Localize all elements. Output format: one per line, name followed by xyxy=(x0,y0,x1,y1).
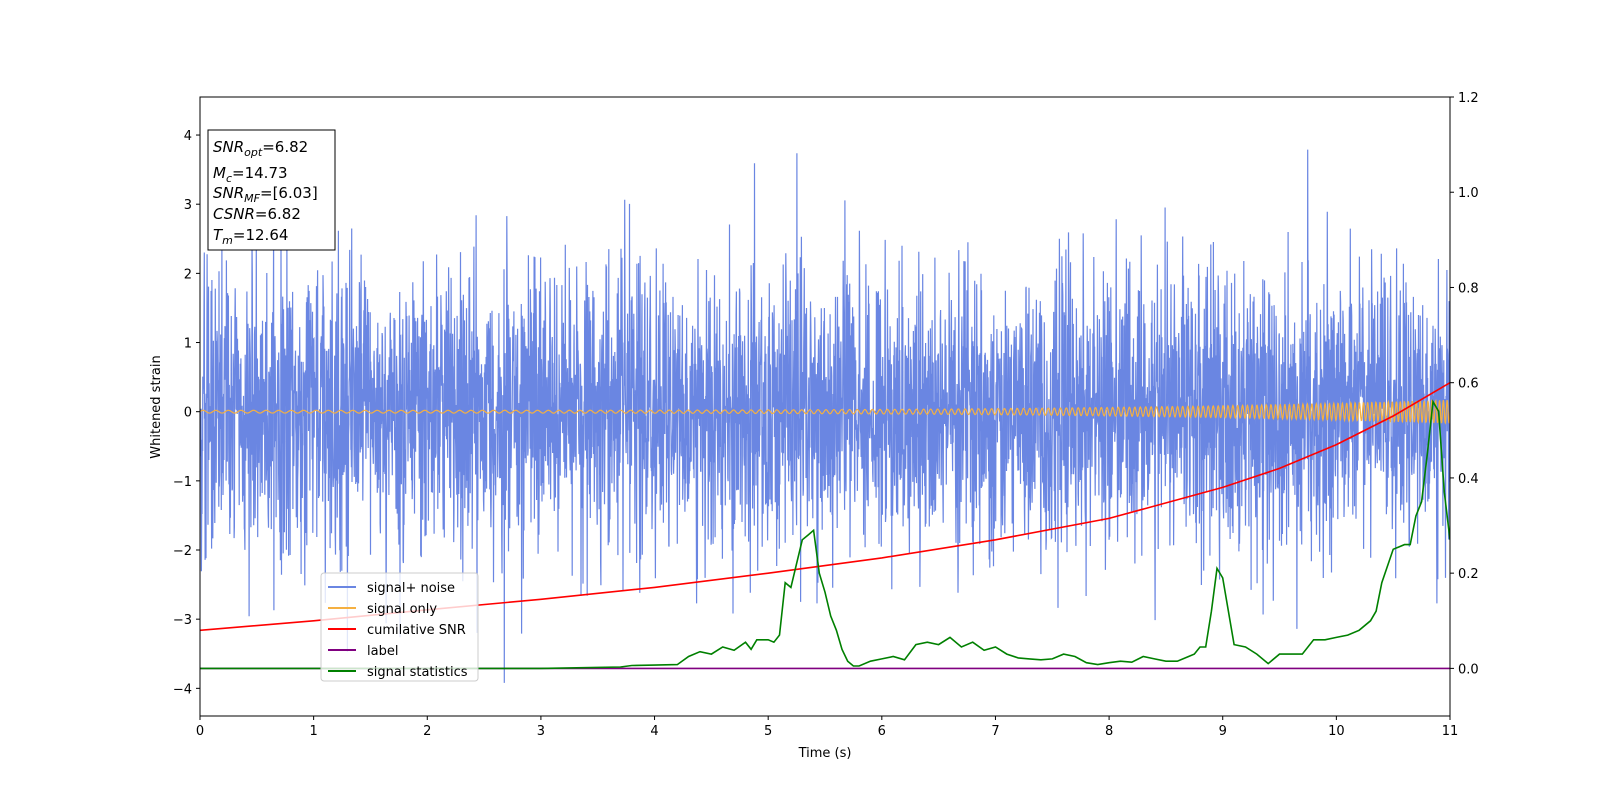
x-tick-label: 4 xyxy=(650,724,658,739)
annotation-snr-mf: SNRMF=[6.03] xyxy=(213,184,318,205)
y-tick-label-right: 0.4 xyxy=(1458,472,1479,487)
x-tick-label: 1 xyxy=(309,724,317,739)
y-tick-label-left: −3 xyxy=(173,613,192,628)
y-tick-label-right: 1.0 xyxy=(1458,186,1479,201)
x-axis: 0 1 2 3 4 5 6 7 8 9 10 11 xyxy=(196,716,1458,739)
x-axis-label: Time (s) xyxy=(798,746,852,761)
y-tick-label-right: 0.6 xyxy=(1458,377,1479,392)
plot-frame xyxy=(199,96,1451,717)
x-tick-label: 8 xyxy=(1105,724,1113,739)
y-tick-label-right: 0.8 xyxy=(1458,281,1479,296)
x-tick-label: 10 xyxy=(1328,724,1345,739)
annotation-csnr: CSNR=6.82 xyxy=(213,205,301,223)
annotation-tm: Tm=12.64 xyxy=(213,226,288,247)
x-tick-label: 0 xyxy=(196,724,204,739)
y-axis-label: Whitened strain xyxy=(149,355,164,458)
y-tick-label-left: 1 xyxy=(184,337,192,352)
y-tick-label-left: −2 xyxy=(173,544,192,559)
y-tick-label-right: 0.2 xyxy=(1458,567,1479,582)
x-tick-label: 2 xyxy=(423,724,431,739)
y-tick-label-left: 3 xyxy=(184,198,192,213)
y-tick-label-left: 0 xyxy=(184,406,192,421)
y-tick-label-right: 1.2 xyxy=(1458,91,1479,106)
legend-frame xyxy=(320,572,479,682)
x-tick-label: 5 xyxy=(764,724,772,739)
x-tick-label: 3 xyxy=(537,724,545,739)
y-tick-label-left: −1 xyxy=(173,475,192,490)
y-axis-right: 0.0 0.2 0.4 0.6 0.8 1.0 1.2 xyxy=(1450,91,1479,677)
legend: signal+ noise signal only cumilative SNR la… xyxy=(320,572,479,682)
series-signal-noise xyxy=(200,149,1450,683)
legend-item-signal-statistics: signal statistics xyxy=(367,665,468,680)
series-signal-only xyxy=(200,398,1450,425)
legend-item-label: label xyxy=(367,644,398,659)
legend-item-signal-noise: signal+ noise xyxy=(367,581,455,596)
x-tick-label: 11 xyxy=(1442,724,1459,739)
legend-item-signal-only: signal only xyxy=(367,602,437,617)
y-axis-left: −4 −3 −2 −1 0 1 2 3 4 xyxy=(173,129,200,697)
x-tick-label: 7 xyxy=(991,724,999,739)
y-tick-label-left: 2 xyxy=(184,267,192,282)
annotation-mc: Mc=14.73 xyxy=(213,164,288,185)
y-tick-label-left: 4 xyxy=(184,129,192,144)
y-tick-label-left: −4 xyxy=(173,682,192,697)
x-tick-label: 9 xyxy=(1219,724,1227,739)
annotation-snr-opt: SNRopt=6.82 xyxy=(213,138,308,159)
annotation-box: SNRopt=6.82 Mc=14.73 SNRMF=[6.03] CSNR=6… xyxy=(207,129,336,251)
y-tick-label-right: 0.0 xyxy=(1458,662,1479,677)
legend-item-cumilative-snr: cumilative SNR xyxy=(367,623,466,638)
x-tick-label: 6 xyxy=(878,724,886,739)
series-signal-statistics xyxy=(200,399,1450,670)
